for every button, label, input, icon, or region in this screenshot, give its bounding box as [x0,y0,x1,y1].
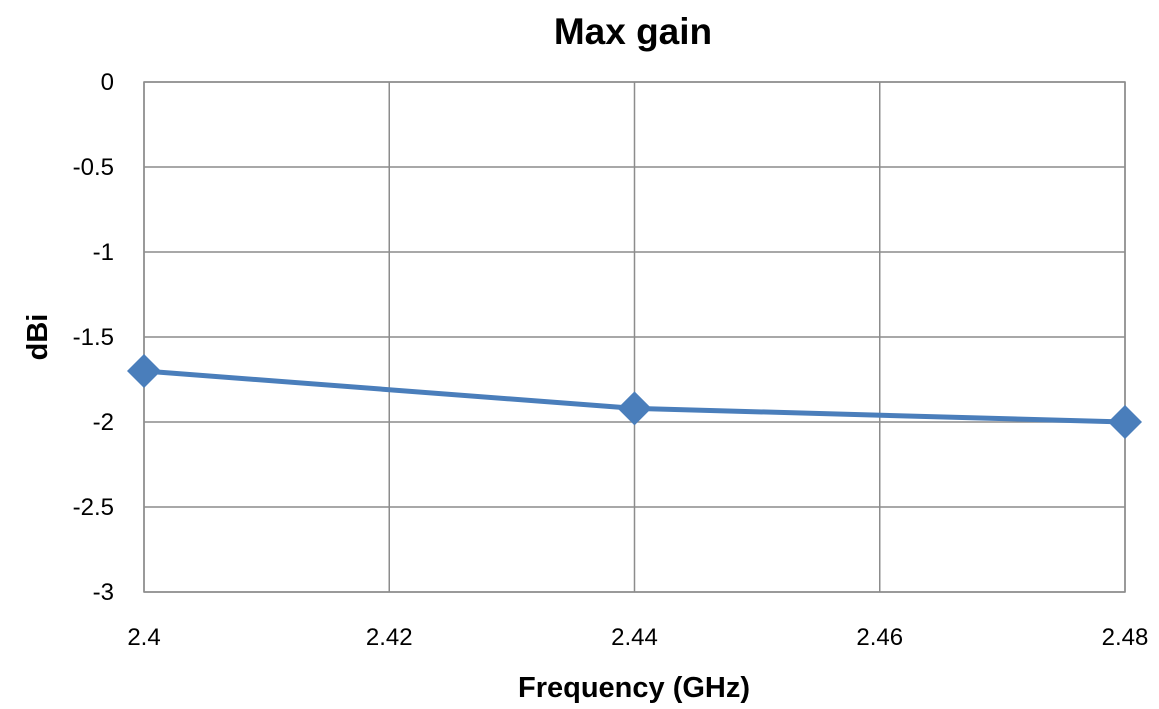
series-layer [127,354,1142,439]
y-tick-label: 0 [101,69,114,96]
data-point-marker [127,354,161,388]
y-tick-label: -0.5 [73,154,114,181]
y-tick-label: -2 [93,409,114,436]
chart-title: Max gain [554,11,712,52]
y-tick-label: -3 [93,579,114,606]
y-axis-label: dBi [22,314,54,361]
x-tick-label: 2.4 [127,624,160,651]
y-tick-label: -2.5 [73,494,114,521]
data-point-marker [617,391,652,426]
x-tick-label: 2.46 [856,624,903,651]
x-axis-label: Frequency (GHz) [518,672,750,704]
plot-area [143,81,1126,593]
y-tick-label: -1.5 [73,324,114,351]
x-tick-label: 2.48 [1102,624,1149,651]
y-axis-ticks: 0 -0.5 -1 -1.5 -2 -2.5 -3 [73,69,114,606]
data-point-marker [1108,405,1142,439]
y-tick-label: -1 [93,239,114,266]
x-axis-ticks: 2.4 2.42 2.44 2.46 2.48 [127,624,1148,651]
grid [143,81,1126,593]
x-tick-label: 2.42 [366,624,413,651]
x-tick-label: 2.44 [611,624,658,651]
